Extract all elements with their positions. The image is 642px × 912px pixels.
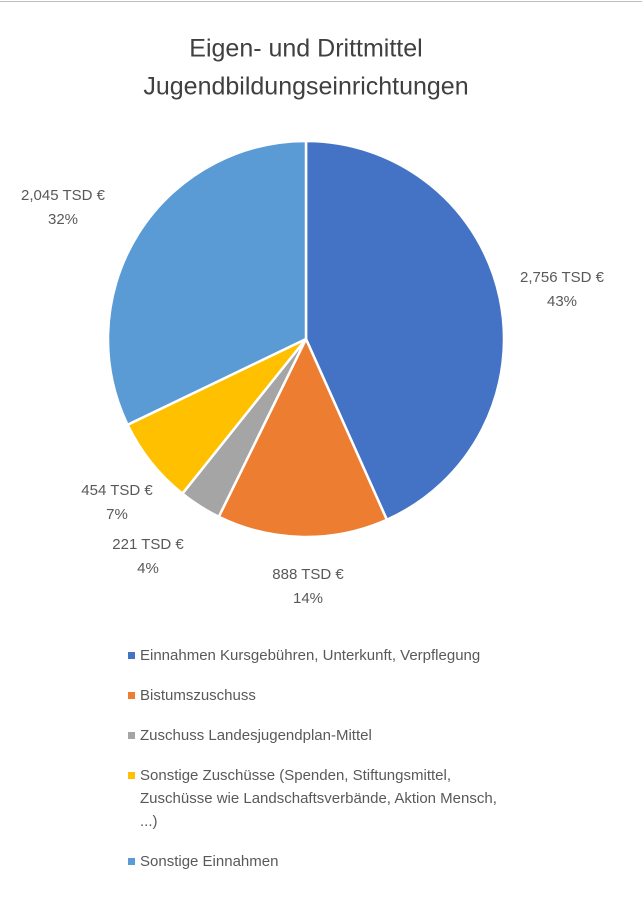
percent-label: 4% bbox=[137, 560, 159, 577]
value-label: 2,756 TSD € bbox=[520, 269, 605, 286]
legend-swatch bbox=[128, 732, 135, 739]
legend-swatch bbox=[128, 858, 135, 865]
value-label: 221 TSD € bbox=[112, 536, 184, 553]
pie-slice bbox=[217, 336, 389, 539]
legend-swatch bbox=[128, 772, 135, 779]
percent-label: 14% bbox=[293, 590, 323, 607]
legend-entry: Bistumszuschuss bbox=[128, 684, 518, 707]
chart-title: Eigen- und Drittmittel bbox=[189, 35, 422, 63]
chart-title: Jugendbildungseinrichtungen bbox=[143, 73, 468, 101]
pie-slice bbox=[304, 139, 506, 522]
legend-entry: Einnahmen Kursgebühren, Unterkunft, Verp… bbox=[128, 644, 518, 667]
legend-label: Sonstige Einnahmen bbox=[140, 853, 279, 870]
pie-slice bbox=[106, 139, 308, 427]
legend-entry: Sonstige Zuschüsse (Spenden, Stiftungsmi… bbox=[128, 764, 518, 833]
legend-swatch bbox=[128, 652, 135, 659]
legend: Einnahmen Kursgebühren, Unterkunft, Verp… bbox=[128, 644, 518, 890]
percent-label: 43% bbox=[547, 293, 577, 310]
legend-label: Sonstige Zuschüsse (Spenden, Stiftungsmi… bbox=[140, 767, 497, 830]
value-label: 454 TSD € bbox=[81, 482, 153, 499]
percent-label: 7% bbox=[106, 506, 128, 523]
legend-entry: Zuschuss Landesjugendplan-Mittel bbox=[128, 724, 518, 747]
legend-label: Zuschuss Landesjugendplan-Mittel bbox=[140, 727, 372, 744]
legend-label: Bistumszuschuss bbox=[140, 687, 256, 704]
legend-entry: Sonstige Einnahmen bbox=[128, 850, 518, 873]
value-label: 2,045 TSD € bbox=[21, 187, 106, 204]
legend-label: Einnahmen Kursgebühren, Unterkunft, Verp… bbox=[140, 647, 481, 664]
value-label: 888 TSD € bbox=[272, 566, 344, 583]
percent-label: 32% bbox=[48, 211, 78, 228]
legend-swatch bbox=[128, 692, 135, 699]
